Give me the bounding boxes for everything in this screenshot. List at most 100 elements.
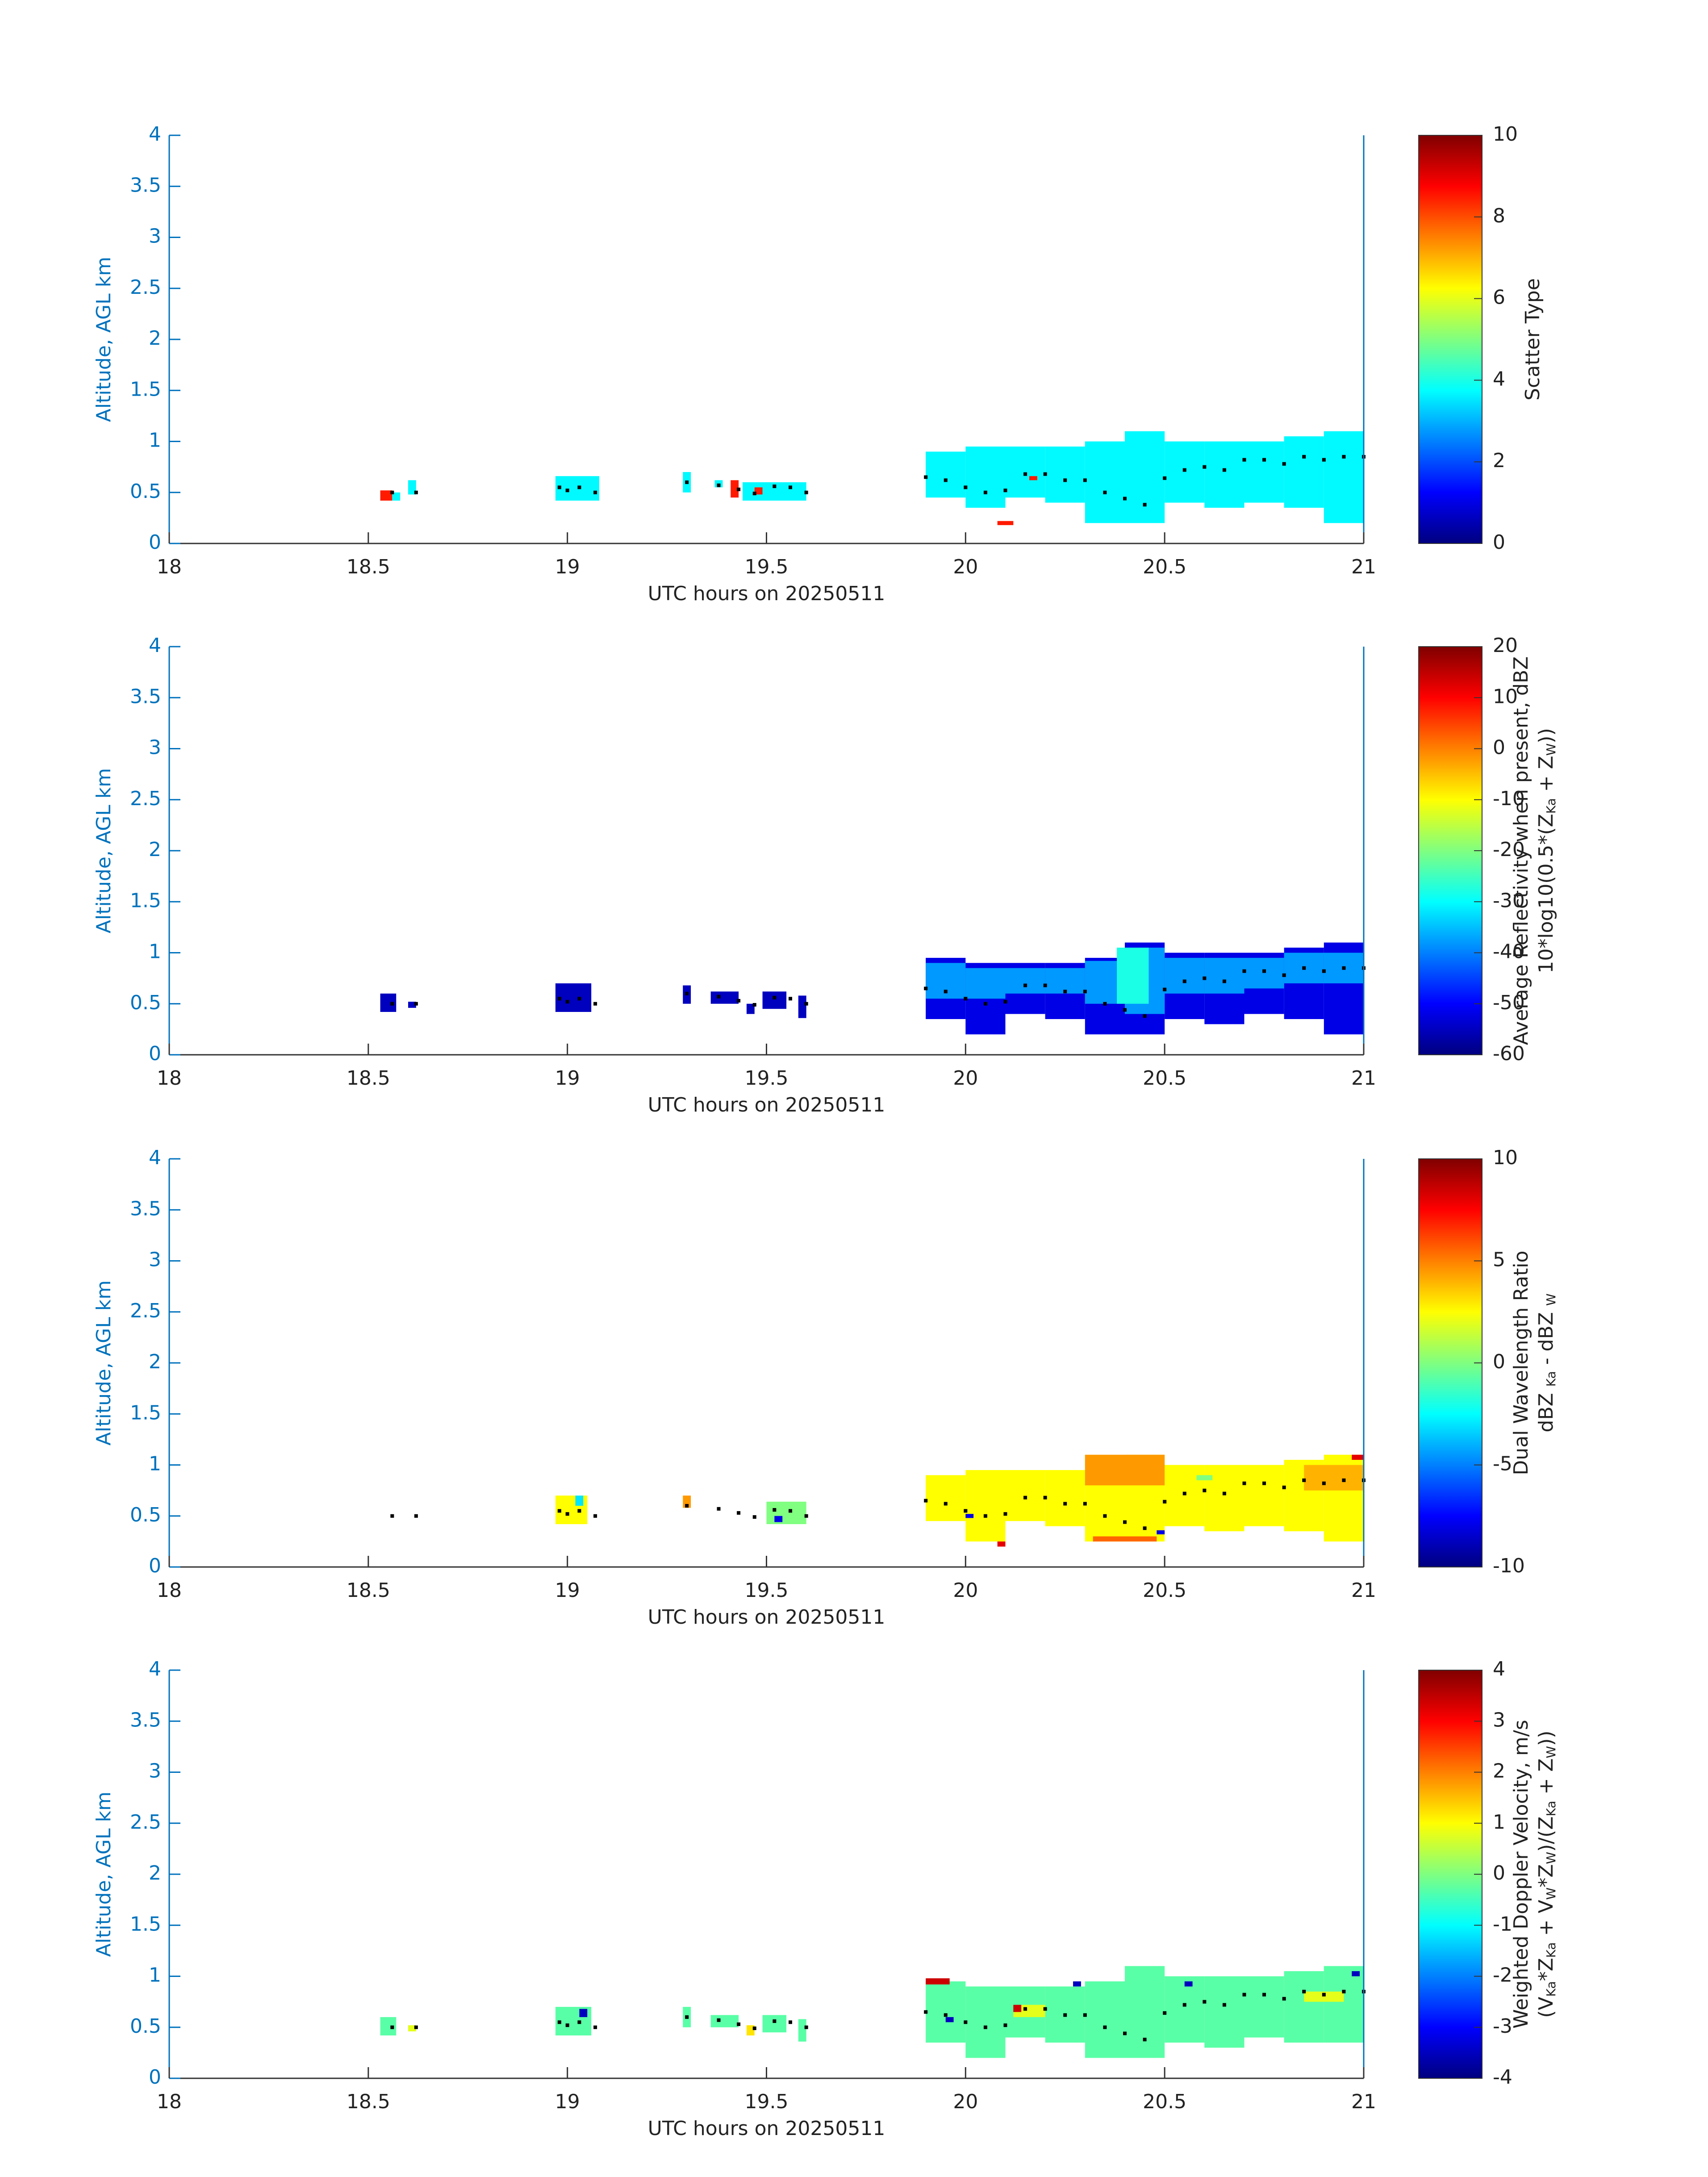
cloud-base-point [1222, 979, 1226, 983]
cloud-base-point [577, 2020, 581, 2024]
cell [1204, 1465, 1244, 1532]
cell [766, 1501, 806, 1525]
cell [1352, 1971, 1360, 1976]
cell [1165, 441, 1205, 503]
cloud-base-point [1203, 976, 1207, 980]
y-tick-label: 0.5 [130, 991, 161, 1014]
cell [1244, 1976, 1284, 2038]
cell [1125, 1966, 1165, 2058]
x-tick-label: 19.5 [745, 556, 789, 578]
colorbar-label: Scatter Type [1521, 278, 1544, 401]
cloud-base-point [773, 485, 777, 489]
cloud-base-point [1003, 2023, 1007, 2027]
cloud-base-point [983, 1002, 987, 1006]
y-axis-label: Altitude, AGL km [92, 257, 115, 422]
cloud-base-point [1163, 476, 1167, 480]
colorbar-tick-label: -4 [1493, 2066, 1512, 2089]
cloud-base-point [565, 1512, 569, 1516]
x-axis-label: UTC hours on 20250511 [648, 2117, 885, 2140]
cloud-base-point [1043, 983, 1047, 987]
cloud-base-point [577, 1509, 581, 1513]
cloud-base-point [1222, 2003, 1226, 2007]
cloud-base-point [414, 1002, 418, 1006]
colorbar-tick-label: 10 [1493, 123, 1518, 146]
cloud-base-point [1282, 1485, 1286, 1489]
colorbar-tick-label: 0 [1493, 736, 1505, 759]
cloud-base-point [944, 2013, 948, 2017]
cloud-base-point [1342, 966, 1346, 970]
x-tick-label: 21 [1351, 1579, 1376, 1602]
panel: 0 0.5 1 1.5 2 2.5 3 3.5 4 18 18.5 19 19.5 20 20.5 21 UTC… [92, 634, 1558, 1116]
cloud-base-point [685, 2015, 689, 2019]
y-tick-label: 3.5 [130, 174, 161, 196]
colorbar-tick-label: 4 [1493, 1658, 1505, 1680]
y-tick-label: 4 [149, 123, 161, 146]
cloud-base-point [1342, 1478, 1346, 1482]
cloud-base-point [789, 1509, 792, 1513]
cell [1244, 441, 1284, 503]
x-tick-label: 19 [555, 1067, 580, 1090]
colorbar-label-part: Ka [1544, 1981, 1558, 1997]
cloud-base-point [924, 1499, 928, 1503]
x-tick-label: 21 [1351, 1067, 1376, 1090]
cell [1244, 1465, 1284, 1526]
cloud-base-point [1302, 1478, 1306, 1482]
cloud-base-point [1023, 983, 1027, 987]
x-tick-label: 20.5 [1143, 2090, 1186, 2113]
colorbar-tick-label: -10 [1493, 787, 1525, 810]
cloud-base-point [390, 1002, 394, 1006]
colorbar-label-part: )) [1535, 728, 1558, 743]
cloud-base-point [1003, 1000, 1007, 1004]
cloud-base-point [804, 1002, 808, 1006]
y-tick-label: 3.5 [130, 1709, 161, 1731]
y-tick-label: 4 [149, 634, 161, 657]
cloud-base-point [1262, 1481, 1266, 1485]
cell [1005, 446, 1045, 498]
cloud-base-point [737, 487, 741, 491]
cloud-base-point [565, 489, 569, 493]
colorbar [1418, 1158, 1482, 1567]
cell [1117, 948, 1149, 1004]
colorbar-tick-label: -30 [1493, 889, 1525, 912]
cell [746, 2025, 755, 2036]
cloud-base-point [1123, 2031, 1127, 2035]
x-tick-label: 20.5 [1143, 1067, 1186, 1090]
cloud-base-point [752, 1003, 756, 1007]
y-tick-label: 2 [149, 1862, 161, 1885]
cloud-base-point [1163, 987, 1167, 991]
y-axis-label: Altitude, AGL km [92, 1792, 115, 1957]
cloud-base-point [1143, 1014, 1147, 1018]
y-tick-label: 0 [149, 1554, 161, 1577]
colorbar-label: dBZ Ka - dBZ W [1535, 1293, 1558, 1432]
cloud-base-point [1322, 458, 1326, 462]
cell [1165, 1976, 1205, 2043]
cloud-base-point [1182, 1492, 1186, 1496]
colorbar-label: 10*log10(0.5*(ZKa + ZW)) [1535, 728, 1558, 974]
x-axis-label: UTC hours on 20250511 [648, 1606, 885, 1629]
colorbar-label-part: Scatter Type [1521, 278, 1544, 401]
cloud-base-point [390, 1514, 394, 1518]
x-tick-label: 21 [1351, 2090, 1376, 2113]
cloud-base-point [1103, 1514, 1107, 1518]
cell [1284, 436, 1324, 508]
colorbar-tick-label: 6 [1493, 286, 1505, 309]
colorbar-label-part: )) [1535, 1730, 1558, 1746]
cell [965, 446, 1006, 508]
cell [1165, 1465, 1205, 1526]
x-tick-label: 19.5 [745, 1579, 789, 1602]
colorbar-label-part: + Z [1535, 1758, 1558, 1801]
cloud-base-point [1222, 468, 1226, 472]
cloud-base-point [577, 997, 581, 1001]
cell [926, 1981, 966, 2043]
x-tick-label: 20 [953, 1067, 978, 1090]
colorbar-tick-label: 1 [1493, 1811, 1505, 1834]
cell [1093, 1536, 1157, 1542]
y-tick-label: 1.5 [130, 1401, 161, 1424]
cell [1244, 957, 1284, 989]
y-tick-label: 2 [149, 327, 161, 350]
cell [1085, 1454, 1165, 1486]
y-tick-label: 4 [149, 1146, 161, 1169]
cell [997, 1541, 1006, 1547]
colorbar-label: Average Reflectivity when present, dBZ [1510, 656, 1533, 1045]
colorbar-tick-label: -50 [1493, 991, 1525, 1014]
